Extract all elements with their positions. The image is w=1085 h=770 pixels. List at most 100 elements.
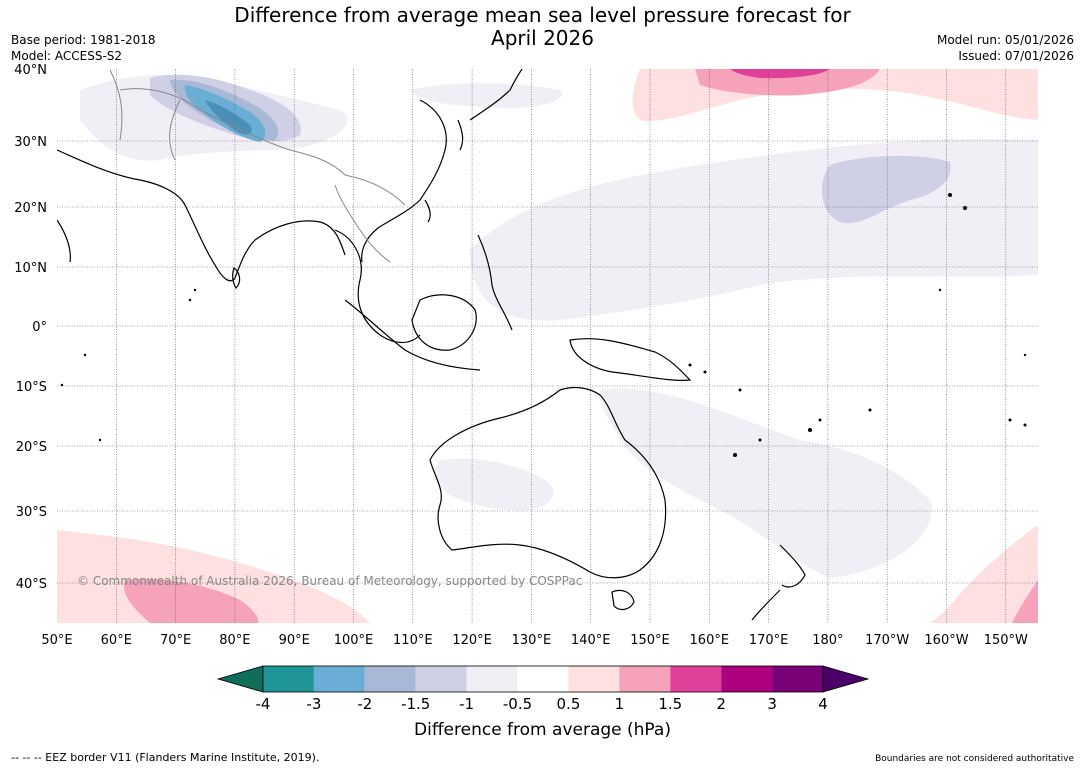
- anomaly-pink-mid-southwest: [124, 578, 259, 623]
- map-plot-area: [57, 69, 1038, 623]
- coastlines: [57, 69, 806, 621]
- lon-label: 150°W: [984, 633, 1028, 648]
- border-himalaya: [119, 88, 346, 176]
- anomaly-teal-himalaya: [205, 100, 252, 135]
- lon-label: 80°E: [219, 633, 250, 648]
- lon-label: 110°E: [393, 633, 433, 648]
- colorbar-bin: [568, 666, 620, 692]
- colorbar-tick-label: -4: [256, 695, 271, 713]
- coast-new-guinea: [569, 338, 692, 381]
- pacific-islands: [60, 193, 1027, 457]
- colorbar-tick-label: 1.5: [658, 695, 682, 713]
- lon-label: 150°E: [630, 633, 670, 648]
- colorbar-title: Difference from average (hPa): [414, 720, 671, 740]
- colorbar-extend-max: [822, 665, 870, 693]
- latitude-labels: 40°N 30°N 20°N 10°N 0° 10°S 20°S 30°S 40°S: [14, 63, 47, 592]
- colorbar-tick-label: 1: [615, 695, 625, 713]
- colorbar-tick-label: 3: [767, 695, 777, 713]
- lon-label: 160°W: [924, 633, 968, 648]
- lon-label: 120°E: [452, 633, 492, 648]
- map-title: Difference from average mean sea level p…: [0, 4, 1085, 50]
- colorbar-tick-label: 4: [818, 695, 828, 713]
- colorbar-bin: [364, 666, 416, 692]
- lat-label: 40°S: [16, 577, 47, 592]
- anomaly-blue-light-pacific: [821, 155, 951, 224]
- boundaries-disclaimer: Boundaries are not considered authoritat…: [875, 754, 1074, 764]
- border-indochina: [334, 184, 391, 263]
- colorbar-bin: [619, 666, 671, 692]
- meta-left: Base period: 1981-2018 Model: ACCESS-S2: [11, 32, 156, 64]
- colorbar-frame: [262, 665, 824, 693]
- model-run: Model run: 05/01/2026: [936, 33, 1074, 47]
- lon-label: 170°W: [865, 633, 909, 648]
- colorbar-bin: [670, 666, 722, 692]
- anomaly-lavender-australia: [599, 388, 932, 578]
- colorbar-bin: [263, 666, 314, 692]
- coast-india: [57, 149, 346, 282]
- anomaly-pink-mid-southeast: [1012, 580, 1038, 623]
- longitude-labels: 50°E 60°E 70°E 80°E 90°E 100°E 110°E 120°E 130°E…: [41, 633, 1028, 648]
- eez-legend: -- -- -- EEZ border V11 (Flanders Marine…: [11, 751, 320, 764]
- colorbar-tick-label: 0.5: [557, 695, 581, 713]
- coast-taiwan: [424, 199, 431, 223]
- lat-label: 10°S: [16, 380, 47, 395]
- lon-label: 70°E: [160, 633, 191, 648]
- colorbar-bin: [721, 666, 773, 692]
- lat-label: 20°S: [16, 440, 47, 455]
- coast-japan: [469, 69, 523, 121]
- colorbar-bin: [466, 666, 518, 692]
- issued-date: Issued: 07/01/2026: [958, 49, 1074, 63]
- lon-label: 130°E: [512, 633, 552, 648]
- coast-tasmania: [611, 589, 635, 611]
- coast-arabia: [57, 219, 71, 263]
- colorbar-tick-label: -2: [357, 695, 372, 713]
- lon-label: 140°E: [571, 633, 611, 648]
- title-line-1: Difference from average mean sea level p…: [234, 3, 851, 27]
- colorbar-bin: [772, 666, 823, 692]
- colorbar-tick-label: -1.5: [401, 695, 430, 713]
- lon-label: 100°E: [334, 633, 374, 648]
- lat-label: 20°N: [14, 201, 47, 216]
- coast-australia: [429, 386, 667, 579]
- lon-label: 180°: [812, 633, 843, 648]
- lon-label: 170°E: [749, 633, 789, 648]
- border-central-asia: [109, 69, 123, 141]
- colorbar-tick-label: -1: [459, 695, 474, 713]
- colorbar-tick-label: 2: [716, 695, 726, 713]
- coast-sri-lanka: [232, 267, 241, 289]
- colorbar-bin: [415, 666, 467, 692]
- lon-label: 90°E: [279, 633, 310, 648]
- meta-right: Model run: 05/01/2026 Issued: 07/01/2026: [937, 32, 1074, 64]
- border-pakistan: [169, 99, 181, 161]
- coast-philippines: [477, 234, 513, 331]
- lat-label: 10°N: [14, 261, 47, 276]
- coast-indochina: [334, 229, 421, 344]
- colorbar-extend-min: [216, 665, 264, 693]
- anomaly-pink-mid-north: [695, 69, 880, 96]
- colorbar-bin: [313, 666, 365, 692]
- colorbar-bin: [517, 666, 569, 692]
- lon-label: 50°E: [41, 633, 72, 648]
- colorbar-tick-label: -3: [306, 695, 321, 713]
- coast-new-zealand-south: [751, 589, 781, 621]
- graticule: [57, 69, 1038, 623]
- model-name: Model: ACCESS-S2: [11, 49, 123, 63]
- coast-sumatra-java: [344, 299, 481, 371]
- coast-borneo: [411, 294, 477, 351]
- lat-label: 40°N: [14, 63, 47, 78]
- lat-label: 30°N: [14, 135, 47, 150]
- border-china-south: [344, 174, 406, 206]
- lon-label: 60°E: [101, 633, 132, 648]
- copyright-notice: © Commonwealth of Australia 2026, Bureau…: [77, 574, 583, 588]
- lat-label: 0°: [32, 320, 47, 335]
- colorbar-tick-label: -0.5: [503, 695, 532, 713]
- coast-korea: [457, 119, 464, 151]
- base-period: Base period: 1981-2018: [11, 33, 156, 47]
- anomaly-lavender-north: [410, 83, 562, 109]
- anomaly-magenta-north: [730, 69, 830, 79]
- anomaly-lavender-indianocean: [434, 458, 554, 511]
- title-line-2: April 2026: [491, 26, 594, 50]
- coast-new-zealand-north: [779, 544, 806, 588]
